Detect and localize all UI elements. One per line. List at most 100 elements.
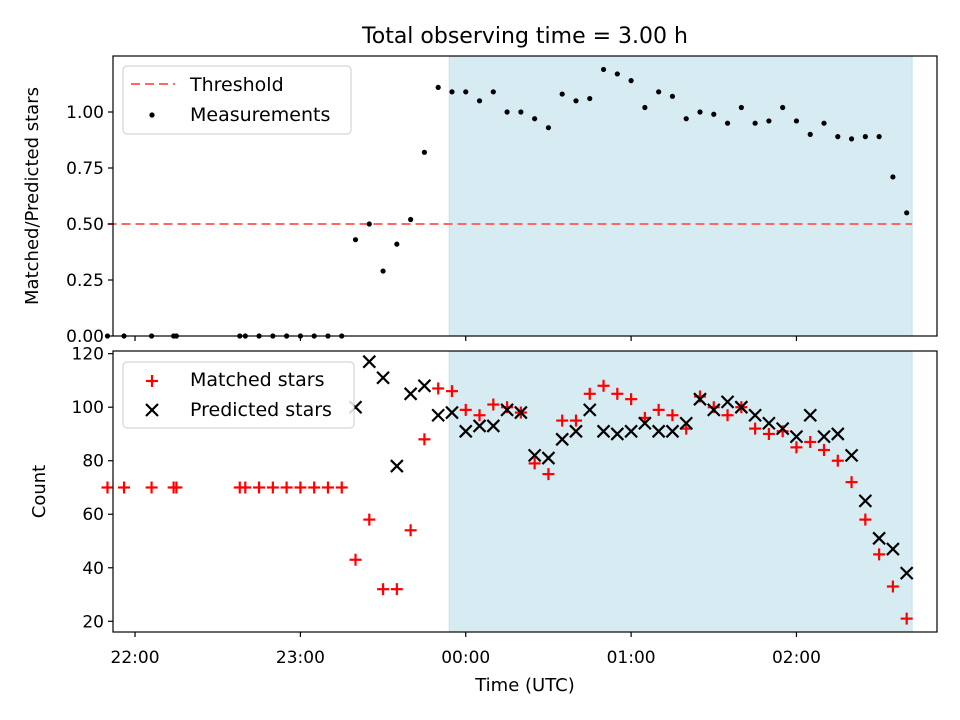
measurement-point	[421, 149, 428, 155]
top-x-ticks	[134, 336, 798, 341]
predicted-star-point	[817, 429, 831, 444]
chart-title: Total observing time = 3.00 h	[361, 24, 688, 49]
predicted-star-point	[514, 405, 528, 420]
matched-star-point	[294, 481, 307, 494]
top-legend-box	[122, 65, 352, 135]
predicted-star-point	[706, 403, 721, 417]
measurement-point	[876, 134, 882, 140]
matched-star-point	[556, 414, 569, 427]
measurement-point	[352, 237, 359, 243]
y-tick-label: 0.25	[66, 271, 104, 291]
matched-star-point	[873, 548, 886, 561]
matched-star-point	[845, 476, 858, 489]
measurement-point	[848, 136, 855, 142]
matched-star-point	[625, 393, 638, 406]
measurement-point	[573, 98, 579, 104]
measurement-point	[435, 84, 441, 90]
measurement-point	[408, 216, 414, 223]
predicted-star-point	[431, 408, 445, 423]
measurement-point	[600, 66, 607, 73]
x-tick-label: 01:00	[607, 648, 656, 668]
predicted-legend-label: Predicted stars	[190, 399, 332, 421]
measurement-point	[490, 89, 496, 95]
measurement-point	[862, 134, 868, 140]
predicted-star-point	[803, 408, 818, 423]
predicted-star-point	[872, 531, 886, 546]
matched-star-point	[377, 583, 390, 596]
predicted-star-point	[679, 416, 693, 431]
y-tick-label: 60	[82, 505, 104, 525]
measurement-point	[821, 120, 827, 126]
predicted-star-point	[624, 424, 638, 439]
predicted-star-point	[376, 370, 390, 385]
bottom-y-ticks: 20 40 60 80 100 120	[72, 345, 113, 632]
matched-star-point	[569, 414, 582, 427]
measurement-point	[545, 125, 552, 131]
matched-star-point	[418, 433, 431, 446]
x-tick-label: 02:00	[772, 648, 821, 668]
predicted-star-points	[348, 354, 914, 580]
measurement-point	[614, 71, 620, 77]
y-tick-label: 120	[72, 345, 104, 365]
threshold-legend-label: Threshold	[189, 74, 284, 96]
matched-star-point	[170, 481, 183, 494]
matched-star-point	[349, 553, 362, 566]
measurement-point	[766, 118, 772, 124]
matched-star-point	[308, 481, 321, 494]
matched-star-point	[597, 379, 610, 392]
x-axis-label: Time (UTC)	[474, 675, 575, 696]
matched-star-point	[280, 481, 293, 494]
predicted-star-point	[844, 448, 859, 463]
predicted-star-point	[472, 419, 487, 433]
matched-star-point	[583, 387, 596, 400]
predicted-star-point	[403, 387, 418, 401]
matched-star-point	[762, 427, 775, 440]
top-legend: Threshold Measurements	[122, 65, 352, 135]
predicted-star-point	[748, 408, 762, 423]
matched-star-point	[900, 612, 913, 625]
measurement-point	[711, 111, 717, 117]
matched-star-point	[266, 481, 279, 494]
predicted-star-point	[775, 421, 790, 436]
matched-star-point	[239, 481, 252, 494]
predicted-star-point	[458, 424, 473, 439]
matched-star-point	[859, 513, 872, 526]
y-tick-label: 100	[72, 398, 104, 418]
matched-star-point	[652, 403, 665, 416]
measurement-point	[532, 116, 538, 122]
matched-star-point	[390, 583, 403, 596]
matched-star-point	[432, 382, 445, 395]
matched-star-point	[253, 481, 266, 494]
measurement-point	[669, 93, 676, 99]
bottom-legend-box	[122, 361, 355, 429]
matched-legend-label: Matched stars	[190, 369, 324, 391]
measurement-point	[463, 89, 469, 95]
measurement-point	[449, 89, 455, 95]
matched-star-point	[831, 454, 844, 467]
predicted-star-point	[762, 416, 776, 431]
matched-star-point	[101, 481, 114, 494]
matched-star-point	[721, 409, 734, 422]
bottom-shaded-region	[448, 350, 913, 633]
predicted-star-point	[734, 400, 749, 414]
measurement-point	[504, 109, 510, 115]
measurement-point	[518, 109, 524, 115]
measurement-point	[780, 104, 786, 111]
top-shaded-region	[448, 55, 913, 337]
bottom-legend: Matched stars Predicted stars	[122, 361, 355, 429]
measurement-point	[476, 98, 483, 104]
matched-star-point	[487, 398, 500, 411]
measurement-point	[697, 109, 703, 115]
bottom-y-axis-label: Count	[29, 465, 50, 518]
measurements-legend-swatch	[149, 112, 155, 118]
predicted-star-point	[665, 424, 680, 439]
bottom-axes-frame	[112, 350, 938, 633]
measurement-point	[724, 120, 731, 126]
measurement-point	[656, 89, 662, 95]
predicted-star-point	[886, 542, 900, 556]
bottom-axes: 20 40 60 80 100 120 22:00 23:00 00:00 01:00 02:00…	[29, 345, 938, 668]
predicted-star-point	[651, 424, 666, 439]
predicted-star-point	[596, 424, 611, 439]
matched-star-point	[611, 387, 624, 400]
predicted-star-point	[720, 395, 735, 409]
